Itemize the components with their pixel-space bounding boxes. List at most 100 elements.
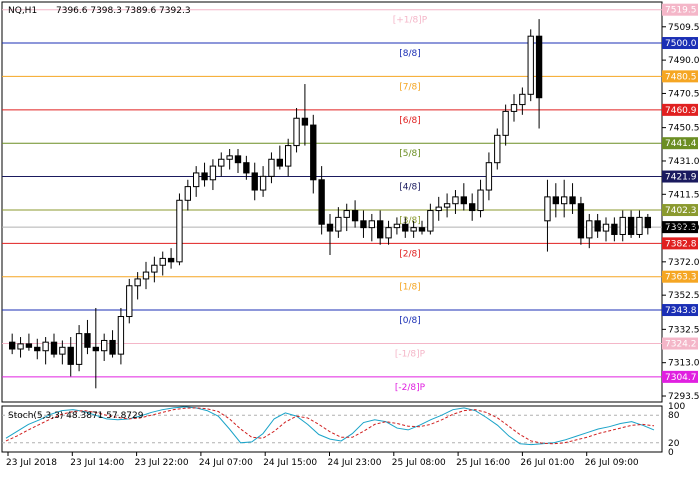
candle-body-bear: [552, 196, 559, 205]
candle-body-bear: [402, 223, 409, 232]
price-tick-label: 7372.0: [668, 258, 700, 268]
level-price-label: 7363.3: [665, 273, 697, 283]
candle-body-bull: [335, 216, 342, 232]
ohlc-readout: 7396.6 7398.3 7389.6 7392.3: [56, 6, 191, 16]
time-tick-label: 24 Jul 07:00: [199, 458, 253, 468]
candle-body-bear: [418, 227, 426, 232]
candle-body-bear: [469, 203, 476, 212]
candle-body-bull: [59, 346, 66, 355]
candle-body-bull: [193, 172, 200, 188]
candle-body-bull: [343, 210, 350, 218]
main-plot-frame: [1, 1, 663, 403]
time-tick-label: 26 Jul 09:00: [585, 458, 639, 468]
level-price-label: 7500.0: [665, 39, 697, 49]
candle-body-bull: [218, 158, 225, 167]
price-tick-label: 7293.5: [668, 392, 700, 402]
candle-body-bull: [184, 186, 191, 201]
candle-body-bear: [318, 179, 325, 225]
level-price-label: 7343.8: [665, 306, 697, 316]
candle-body-bull: [586, 220, 593, 239]
candle-body-bear: [109, 339, 116, 355]
candle-body-bull: [268, 158, 275, 177]
level-price-tag: [662, 103, 698, 116]
candle-body-bull: [510, 104, 518, 112]
level-name: [1/8]: [399, 283, 421, 293]
level-name: [2/8]: [399, 249, 421, 259]
candle-body-bull: [410, 227, 417, 232]
candle-body-bear: [577, 203, 585, 239]
stoch-plot-frame: [1, 405, 663, 453]
candle-body-bull: [544, 196, 551, 222]
candle-body-bull: [502, 110, 509, 136]
candle-body-bear: [34, 346, 41, 352]
stoch-tick-label: 80: [668, 411, 680, 421]
candle-body-bull: [17, 343, 24, 350]
price-tick-label: 7450.5: [668, 124, 700, 134]
candle-body-bear: [9, 341, 16, 350]
candle-body-bull: [636, 216, 643, 235]
candle-body-bull: [226, 155, 233, 160]
candle-body-bear: [276, 158, 283, 167]
level-price-tag: [662, 337, 698, 350]
candle-body-bear: [627, 216, 635, 235]
candle-body-bear: [460, 196, 467, 205]
candle-body-bull: [142, 271, 150, 280]
candle-body-bear: [594, 220, 601, 232]
level-price-tag: [662, 370, 698, 383]
candle-body-bear: [243, 162, 250, 174]
candle-body-bull: [117, 316, 125, 355]
candle-body-bull: [519, 93, 526, 106]
time-tick-label: 23 Jul 14:00: [70, 458, 124, 468]
price-tick-label: 7392.0: [668, 224, 700, 234]
time-tick-label: 24 Jul 23:00: [328, 458, 382, 468]
level-name: [5/8]: [399, 149, 421, 159]
candle-body-bull: [435, 206, 442, 212]
candle-body-bull: [159, 257, 166, 266]
candle-body-bull: [477, 189, 484, 212]
level-name: [-1/8]P: [395, 350, 426, 360]
candle-body-bull: [368, 220, 375, 229]
stoch-tick-label: 100: [668, 402, 685, 412]
price-tick-label: 7431.0: [668, 157, 700, 167]
candle-body-bull: [427, 210, 434, 232]
candle-body-bear: [50, 341, 58, 355]
level-price-tag: [662, 170, 698, 183]
candle-body-bull: [75, 333, 83, 365]
level-price-label: 7382.8: [665, 239, 697, 249]
price-tick-label: 7332.5: [668, 325, 700, 335]
candle-body-bull: [452, 196, 459, 205]
candle-body-bear: [201, 172, 208, 181]
candle-body-bear: [377, 220, 384, 239]
level-price-tag: [662, 204, 698, 217]
stoch-tick-label: 20: [668, 439, 680, 449]
time-tick-label: 25 Jul 16:00: [456, 458, 510, 468]
time-axis: 23 Jul 2018 23 Jul 14:00 23 Jul 22:00 24 Ju…: [6, 452, 639, 468]
candlestick-series: [9, 19, 651, 389]
price-tick-label: 7509.5: [668, 23, 700, 33]
candle-body-bull: [561, 196, 568, 205]
level-price-label: 7441.4: [665, 139, 697, 149]
candle-body-bull: [42, 341, 49, 352]
level-price-label: 7324.2: [665, 340, 697, 350]
price-tick-label: 7490.0: [668, 56, 700, 66]
level-price-label: 7519.5: [665, 6, 697, 16]
price-tick-label: 7470.5: [668, 89, 700, 99]
candle-body-bull: [151, 264, 158, 273]
candle-body-bear: [360, 220, 367, 229]
candle-body-bear: [301, 117, 309, 126]
level-name: [0/8]: [399, 316, 421, 326]
candle-body-bear: [25, 343, 33, 348]
candle-body-bear: [67, 346, 74, 365]
level-price-tag: [662, 270, 698, 283]
symbol-label: NQ,H1: [8, 6, 37, 16]
level-name: [+1/8]P: [393, 16, 428, 26]
candle-body-bear: [234, 155, 242, 164]
candle-body-bear: [351, 210, 359, 222]
candle-body-bull: [527, 35, 534, 95]
candle-body-bull: [393, 223, 401, 229]
time-tick-label: 24 Jul 15:00: [263, 458, 317, 468]
